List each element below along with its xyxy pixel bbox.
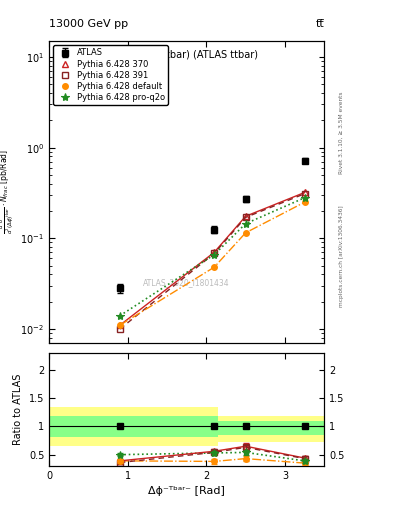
Line: Pythia 6.428 pro-q2o: Pythia 6.428 pro-q2o — [116, 194, 309, 320]
Text: mcplots.cern.ch [arXiv:1306.3436]: mcplots.cern.ch [arXiv:1306.3436] — [339, 205, 343, 307]
Pythia 6.428 pro-q2o — [118, 313, 122, 319]
Line: Pythia 6.428 391: Pythia 6.428 391 — [117, 191, 307, 332]
Pythia 6.428 391 — [302, 190, 307, 197]
Pythia 6.428 pro-q2o — [302, 195, 307, 201]
Pythia 6.428 391 — [212, 250, 217, 257]
Text: Δϕ (ttbar) (ATLAS ttbar): Δϕ (ttbar) (ATLAS ttbar) — [142, 50, 259, 60]
Line: Pythia 6.428 default: Pythia 6.428 default — [117, 200, 307, 328]
Pythia 6.428 370 — [302, 189, 307, 196]
Pythia 6.428 391 — [243, 215, 248, 221]
Pythia 6.428 default — [302, 199, 307, 205]
Text: ATLAS_2020_I1801434: ATLAS_2020_I1801434 — [143, 278, 230, 287]
X-axis label: Δϕ⁻ᵀᵇᵃʳ⁻ [Rad]: Δϕ⁻ᵀᵇᵃʳ⁻ [Rad] — [148, 486, 225, 496]
Pythia 6.428 370 — [243, 213, 248, 219]
Text: tt̅: tt̅ — [316, 19, 324, 29]
Pythia 6.428 default — [212, 264, 217, 270]
Pythia 6.428 default — [118, 322, 122, 328]
Y-axis label: Ratio to ATLAS: Ratio to ATLAS — [13, 374, 23, 445]
Pythia 6.428 pro-q2o — [212, 251, 217, 258]
Text: Rivet 3.1.10, ≥ 3.5M events: Rivet 3.1.10, ≥ 3.5M events — [339, 92, 343, 175]
Text: 13000 GeV pp: 13000 GeV pp — [49, 19, 128, 29]
Line: Pythia 6.428 370: Pythia 6.428 370 — [117, 190, 307, 328]
Pythia 6.428 370 — [212, 249, 217, 255]
Pythia 6.428 pro-q2o — [243, 221, 248, 227]
Pythia 6.428 default — [243, 230, 248, 236]
Y-axis label: $\frac{d^2\sigma^{nd}}{d^2(\Delta\phi)^{tbar}}\cdot N_{frac}$ [pb/Rad]: $\frac{d^2\sigma^{nd}}{d^2(\Delta\phi)^{… — [0, 150, 15, 234]
Legend: ATLAS, Pythia 6.428 370, Pythia 6.428 391, Pythia 6.428 default, Pythia 6.428 pr: ATLAS, Pythia 6.428 370, Pythia 6.428 39… — [53, 45, 168, 105]
Pythia 6.428 391 — [118, 326, 122, 332]
Pythia 6.428 370 — [118, 322, 122, 328]
